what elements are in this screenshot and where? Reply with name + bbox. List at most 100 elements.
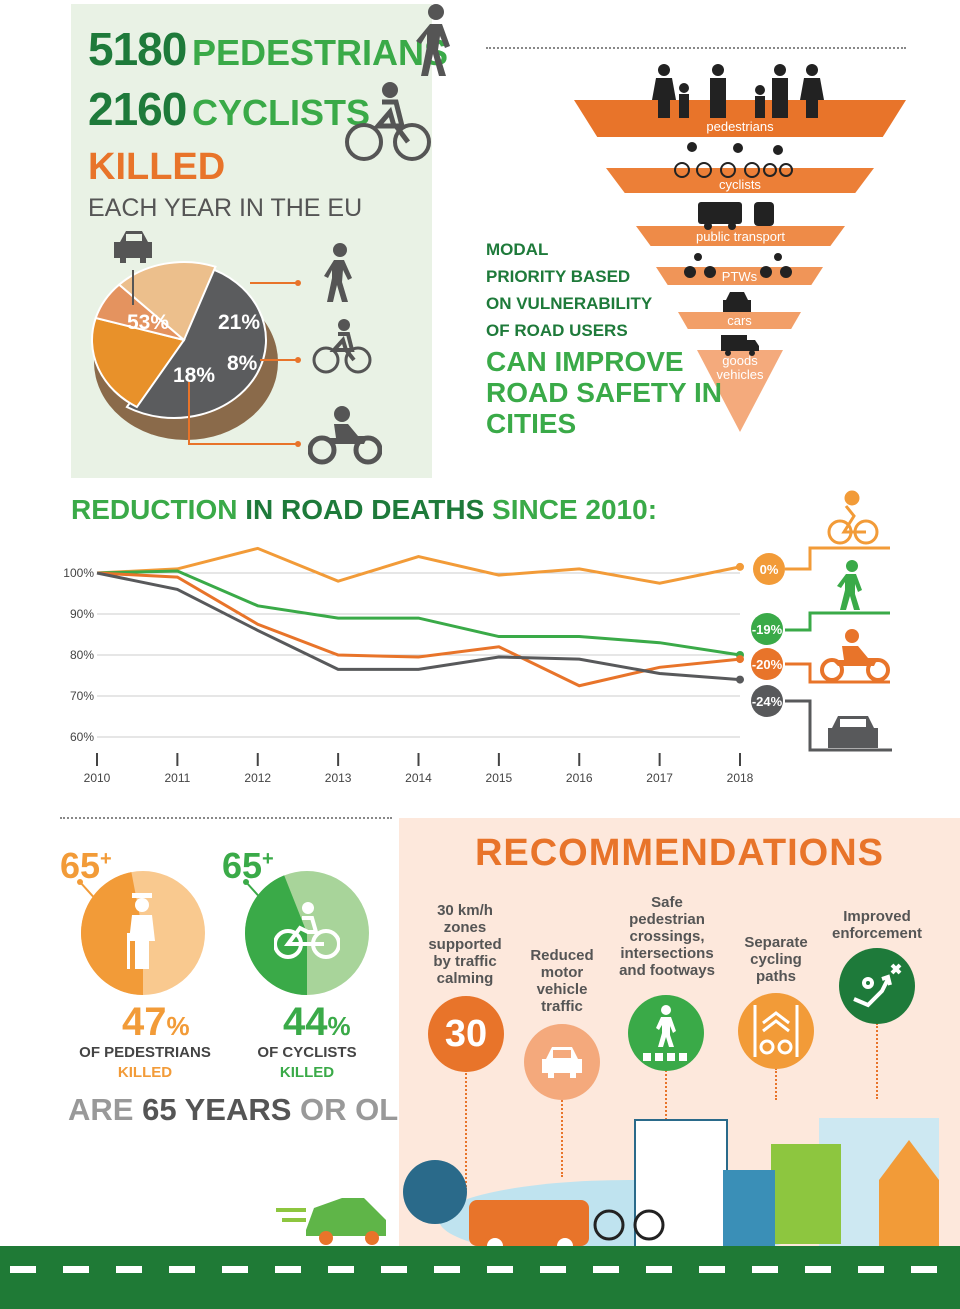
x-tick-label: 2010 [84, 771, 111, 785]
divider [60, 817, 392, 819]
connector [775, 1068, 777, 1100]
rec-text-30kmh: 30 km/h zones supported by traffic calmi… [428, 902, 502, 987]
road-dash [10, 1266, 36, 1273]
pedestrians-count: 5180 [88, 23, 187, 75]
public-transport-icon [698, 202, 774, 230]
caption-line: KILLED [117, 1064, 173, 1081]
motorcycle-icon [308, 406, 382, 465]
cyclists-count: 2160 [88, 83, 187, 135]
ped-caption: OF PEDESTRIANS KILLED [70, 1043, 220, 1083]
speed-30-badge: 30 [428, 996, 504, 1072]
road-dash [434, 1266, 460, 1273]
title-part: IN [237, 494, 282, 525]
series-end-point [736, 562, 744, 571]
age-value: 65 [222, 845, 263, 886]
y-tick-label: 60% [70, 730, 94, 744]
road-dash [381, 1266, 407, 1273]
connector [665, 1070, 667, 1140]
pct-ped: 47% [122, 1000, 190, 1045]
cyclists-label: CYCLISTS [192, 92, 371, 133]
x-tick-label: 2018 [727, 771, 754, 785]
pedestrian-crossing-icon [628, 995, 704, 1071]
x-tick-label: 2013 [325, 771, 352, 785]
car-icon [723, 292, 751, 312]
pedestrian-icon [837, 560, 862, 610]
speeding-car-icon [276, 1198, 386, 1245]
cyclist-icon [345, 82, 431, 161]
connector [561, 1097, 563, 1177]
road-dash [540, 1266, 566, 1273]
series-line [96, 546, 741, 585]
car-icon [524, 1024, 600, 1100]
road-dash [752, 1266, 778, 1273]
subtitle: EACH YEAR IN THE EU [88, 194, 363, 222]
pyramid-level-cars: cars [678, 312, 801, 329]
series-line [96, 571, 741, 682]
end-label-cyclists: 0% [753, 553, 785, 585]
pie-label-cyclist: 8% [227, 352, 258, 375]
title-part: SINCE 2010: [484, 494, 658, 525]
caption-line: OF PEDESTRIANS [79, 1044, 211, 1061]
road [0, 1246, 960, 1309]
rec-text-reduced-traffic: Reduced motor vehicle traffic [530, 947, 594, 1015]
end-label-motorcycles: -20% [751, 648, 783, 680]
cyclist-icon [827, 490, 879, 545]
caption-line: OF CYCLISTS [257, 1044, 357, 1061]
cycling-path-icon [738, 993, 814, 1069]
y-tick-label: 80% [70, 648, 94, 662]
ptw-icon [684, 253, 792, 278]
age-cyc: 65+ [222, 845, 274, 887]
cyclists-icon [674, 142, 793, 178]
pie-label-pedestrian: 21% [218, 311, 261, 334]
title-part: REDUCTION [71, 494, 238, 525]
rec-text-enforcement: Improved enforcement [831, 908, 923, 942]
improve-line: CAN IMPROVE [486, 346, 684, 377]
rec-text-cycling-paths: Separate cycling paths [744, 934, 808, 985]
cyc-caption: OF CYCLISTS KILLED [232, 1043, 382, 1083]
x-tick-label: 2014 [405, 771, 432, 785]
killed-label: KILLED [88, 146, 226, 188]
road-dash [169, 1266, 195, 1273]
pedestrian-icon [416, 4, 450, 76]
city-illustration [403, 1118, 939, 1250]
connector [465, 1070, 467, 1190]
pie-slice [117, 261, 217, 342]
motorcycle-icon [820, 629, 890, 682]
pedestrians-label: PEDESTRIANS [192, 32, 449, 73]
plus: + [262, 848, 274, 870]
line-chart: 100% 90% 80% 70% 60% 2010 2011 2012 2013 2014 2015… [63, 546, 754, 785]
end-label-cars: -24% [751, 685, 783, 717]
x-tick-label: 2012 [244, 771, 271, 785]
pct-value: 44 [283, 1000, 328, 1044]
modal-text: MODAL PRIORITY BASED ON VULNERABILITY OF… [486, 236, 652, 344]
chart-title: REDUCTION IN ROAD DEATHS SINCE 2010: [71, 494, 657, 526]
road-dash [275, 1266, 301, 1273]
x-tick-label: 2016 [566, 771, 593, 785]
pct-cyc: 44% [283, 1000, 351, 1045]
road-dash [911, 1266, 937, 1273]
series-end-point [736, 675, 744, 684]
pyramid-level-public-transport: public transport [636, 226, 845, 246]
modal-line: PRIORITY BASED [486, 267, 631, 286]
enforcement-icon [839, 948, 915, 1024]
pie-slice [91, 316, 186, 409]
road-markings [10, 1266, 937, 1273]
road-dash [116, 1266, 142, 1273]
x-tick-label: 2017 [646, 771, 673, 785]
modal-line: ON VULNERABILITY [486, 294, 653, 313]
pedestrians-family-icon [652, 64, 824, 118]
road-dash [487, 1266, 513, 1273]
improve-text: CAN IMPROVE ROAD SAFETY IN CITIES [486, 346, 722, 439]
pct-unit: % [166, 1011, 190, 1041]
series-line [96, 571, 741, 688]
rec-text-crossings: Safe pedestrian crossings, intersections… [619, 894, 715, 979]
y-tick-label: 70% [70, 689, 94, 703]
pedestrian-icon [324, 243, 352, 302]
series-line [96, 569, 741, 657]
divider [486, 47, 906, 49]
goods-vehicle-icon [721, 335, 759, 356]
footer-part: 65 YEARS [142, 1092, 292, 1127]
x-tick-label: 2015 [486, 771, 513, 785]
y-tick-label: 100% [63, 566, 94, 580]
road-dash [805, 1266, 831, 1273]
